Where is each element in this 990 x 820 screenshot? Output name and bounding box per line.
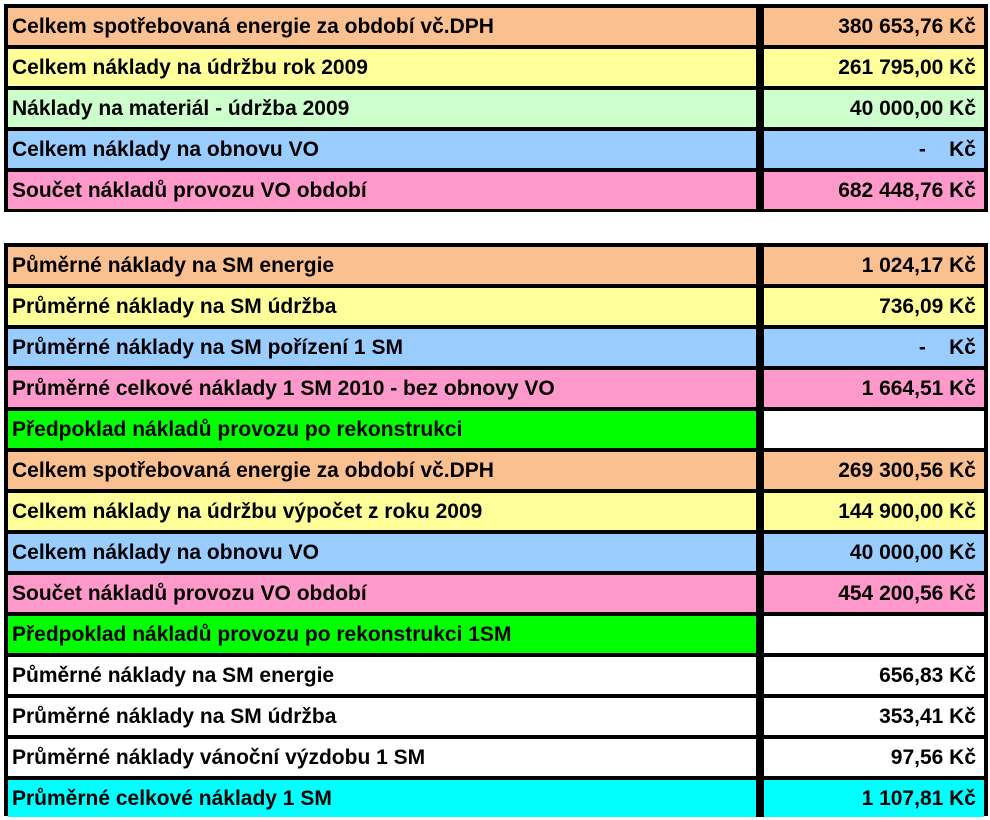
row-value: 1 107,81 Kč — [764, 780, 984, 817]
cell-divider — [756, 452, 764, 489]
cell-divider — [756, 288, 764, 325]
cell-divider — [756, 575, 764, 612]
row-value: - Kč — [764, 131, 984, 168]
row-value: 261 795,00 Kč — [764, 49, 984, 86]
cell-divider — [756, 90, 764, 127]
table-row: Půměrné náklady na SM energie 1 024,17 Kč — [8, 247, 984, 284]
row-value — [764, 616, 984, 653]
cell-divider — [756, 370, 764, 407]
row-value: - Kč — [764, 329, 984, 366]
cell-divider — [756, 493, 764, 530]
table-row: Celkem spotřebovaná energie za období vč… — [8, 8, 984, 45]
row-value: 736,09 Kč — [764, 288, 984, 325]
row-label: Celkem náklady na obnovu VO — [8, 534, 756, 571]
cell-divider — [756, 247, 764, 284]
row-value: 97,56 Kč — [764, 739, 984, 776]
row-label: Průměrné náklady vánoční výzdobu 1 SM — [8, 739, 756, 776]
table-row: Průměrné celkové náklady 1 SM 1 107,81 Kč — [8, 780, 984, 817]
cell-divider — [756, 131, 764, 168]
table-row: Náklady na materiál - údržba 2009 40 000,… — [8, 90, 984, 127]
table-row: Celkem spotřebovaná energie za období vč… — [8, 452, 984, 489]
row-value: 380 653,76 Kč — [764, 8, 984, 45]
table-row: Průměrné náklady vánoční výzdobu 1 SM 97,… — [8, 739, 984, 776]
table-row: Předpoklad nákladů provozu po rekonstruk… — [8, 411, 984, 448]
row-label: Náklady na materiál - údržba 2009 — [8, 90, 756, 127]
cell-divider — [756, 739, 764, 776]
table-row: Průměrné celkové náklady 1 SM 2010 - bez… — [8, 370, 984, 407]
row-label: Celkem náklady na údržbu výpočet z roku … — [8, 493, 756, 530]
row-label: Průměrné náklady na SM údržba — [8, 288, 756, 325]
row-value: 1 024,17 Kč — [764, 247, 984, 284]
table-row: Předpoklad nákladů provozu po rekonstruk… — [8, 616, 984, 653]
table-row: Půměrné náklady na SM energie 656,83 Kč — [8, 657, 984, 694]
table-row: Průměrné náklady na SM pořízení 1 SM - Kč — [8, 329, 984, 366]
row-label: Průměrné náklady na SM údržba — [8, 698, 756, 735]
row-label: Půměrné náklady na SM energie — [8, 657, 756, 694]
row-label: Průměrné celkové náklady 1 SM — [8, 780, 756, 817]
row-value: 269 300,56 Kč — [764, 452, 984, 489]
table-row: Průměrné náklady na SM údržba 353,41 Kč — [8, 698, 984, 735]
table-row: Součet nákladů provozu VO období 454 200,… — [8, 575, 984, 612]
row-value: 144 900,00 Kč — [764, 493, 984, 530]
row-value: 682 448,76 Kč — [764, 172, 984, 209]
row-label: Průměrné náklady na SM pořízení 1 SM — [8, 329, 756, 366]
row-label: Předpoklad nákladů provozu po rekonstruk… — [8, 616, 756, 653]
row-label: Předpoklad nákladů provozu po rekonstruk… — [8, 411, 756, 448]
row-label: Průměrné celkové náklady 1 SM 2010 - bez… — [8, 370, 756, 407]
table-row: Celkem náklady na údržbu výpočet z roku … — [8, 493, 984, 530]
row-value: 656,83 Kč — [764, 657, 984, 694]
cell-divider — [756, 172, 764, 209]
row-value: 353,41 Kč — [764, 698, 984, 735]
row-value: 1 664,51 Kč — [764, 370, 984, 407]
row-value: 40 000,00 Kč — [764, 90, 984, 127]
cell-divider — [756, 411, 764, 448]
table-row: Celkem náklady na údržbu rok 2009 261 795… — [8, 49, 984, 86]
row-label: Celkem náklady na obnovu VO — [8, 131, 756, 168]
average-costs-per-lamp-table: Půměrné náklady na SM energie 1 024,17 Kč… — [4, 243, 988, 817]
table-row: Celkem náklady na obnovu VO - Kč — [8, 131, 984, 168]
row-label: Půměrné náklady na SM energie — [8, 247, 756, 284]
row-label: Celkem náklady na údržbu rok 2009 — [8, 49, 756, 86]
cell-divider — [756, 780, 764, 817]
row-label: Součet nákladů provozu VO období — [8, 575, 756, 612]
row-value: 454 200,56 Kč — [764, 575, 984, 612]
cell-divider — [756, 657, 764, 694]
table-row: Průměrné náklady na SM údržba 736,09 Kč — [8, 288, 984, 325]
table-row: Součet nákladů provozu VO období 682 448,… — [8, 172, 984, 209]
cell-divider — [756, 616, 764, 653]
cell-divider — [756, 8, 764, 45]
energy-costs-summary-table: Celkem spotřebovaná energie za období vč… — [4, 4, 988, 212]
row-value — [764, 411, 984, 448]
table-row: Celkem náklady na obnovu VO 40 000,00 Kč — [8, 534, 984, 571]
row-label: Celkem spotřebovaná energie za období vč… — [8, 8, 756, 45]
cell-divider — [756, 49, 764, 86]
row-label: Součet nákladů provozu VO období — [8, 172, 756, 209]
cell-divider — [756, 329, 764, 366]
cell-divider — [756, 534, 764, 571]
row-value: 40 000,00 Kč — [764, 534, 984, 571]
row-label: Celkem spotřebovaná energie za období vč… — [8, 452, 756, 489]
cell-divider — [756, 698, 764, 735]
